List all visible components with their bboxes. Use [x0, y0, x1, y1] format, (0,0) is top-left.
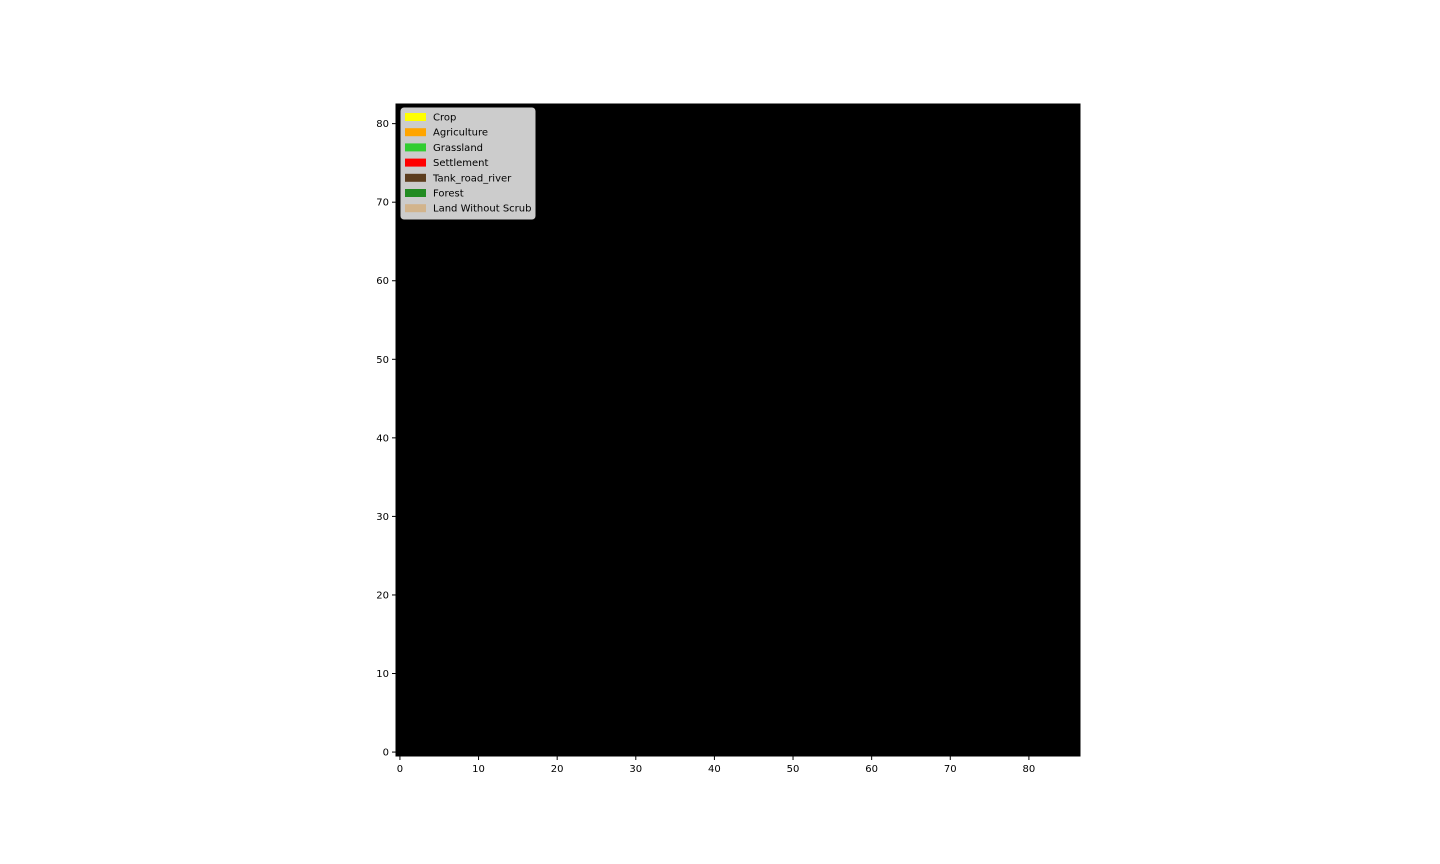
legend-swatch	[405, 113, 426, 121]
legend: Crop Agriculture Grassland Settlement Tank_r…	[400, 107, 536, 220]
legend-swatch	[405, 173, 426, 182]
y-tick-label: 50	[376, 355, 389, 366]
legend-label: Land Without Scrub	[433, 204, 531, 215]
legend-label: Tank_road_river	[432, 173, 512, 184]
legend-label: Settlement	[433, 158, 489, 169]
y-axis: 0 10 20 30 40 50 60 70 80	[376, 119, 396, 759]
legend-swatch	[405, 143, 426, 152]
y-tick-label: 60	[376, 276, 389, 287]
x-tick-label: 10	[472, 764, 485, 775]
x-tick-label: 30	[629, 764, 642, 775]
x-axis: 0 10 20 30 40 50 60 70 80	[397, 756, 1036, 775]
legend-swatch	[405, 158, 426, 167]
legend-label: Grassland	[433, 143, 483, 154]
y-tick-label: 80	[376, 119, 389, 130]
legend-items: Crop Agriculture Grassland Settlement Tank_r…	[405, 113, 531, 215]
y-tick-label: 30	[376, 512, 389, 523]
legend-swatch	[405, 189, 426, 197]
y-tick-label: 70	[376, 198, 389, 209]
legend-swatch	[405, 204, 426, 213]
legend-box	[400, 107, 536, 220]
y-tick-label: 40	[376, 433, 389, 444]
legend-label: Crop	[433, 113, 456, 124]
x-tick-label: 50	[787, 764, 800, 775]
y-tick-label: 20	[376, 590, 389, 601]
legend-label: Agriculture	[433, 128, 488, 139]
legend-label: Forest	[433, 189, 464, 200]
y-tick-label: 0	[383, 748, 389, 759]
x-tick-label: 60	[865, 764, 878, 775]
x-tick-label: 80	[1023, 764, 1036, 775]
plot-frame	[395, 103, 1081, 757]
x-tick-label: 20	[551, 764, 564, 775]
x-tick-label: 40	[708, 764, 721, 775]
y-tick-label: 10	[376, 669, 389, 680]
x-tick-label: 70	[944, 764, 957, 775]
legend-swatch	[405, 128, 426, 137]
x-tick-label: 0	[397, 764, 403, 775]
